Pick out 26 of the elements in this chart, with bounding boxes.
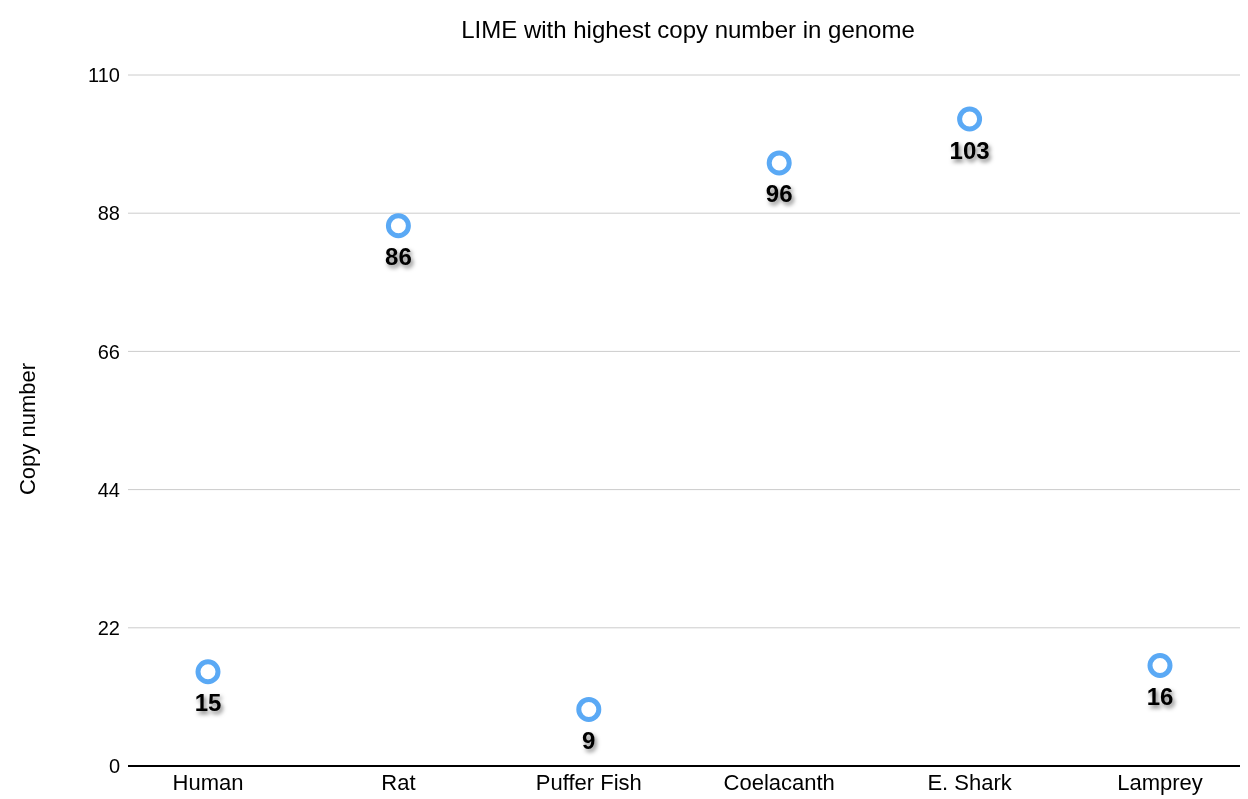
point bbox=[576, 696, 602, 722]
x-tick-label: Human bbox=[172, 769, 244, 795]
chart-title: LIME with highest copy number in genome bbox=[460, 16, 916, 44]
point bbox=[766, 150, 792, 176]
point bbox=[957, 106, 983, 132]
y-tick-label: 88 bbox=[97, 202, 120, 225]
y-tick-label: 110 bbox=[88, 64, 120, 87]
data-label: 16 bbox=[1146, 683, 1174, 711]
y-tick-label: 0 bbox=[108, 755, 120, 778]
data-label: 15 bbox=[194, 689, 222, 717]
x-tick-label: E. Shark bbox=[927, 769, 1013, 795]
x-tick-label: Rat bbox=[381, 769, 416, 795]
data-label: 86 bbox=[385, 243, 412, 271]
x-tick-label: Coelacanth bbox=[723, 769, 835, 795]
point bbox=[195, 659, 221, 685]
data-label: 103 bbox=[949, 136, 990, 164]
data-label: 96 bbox=[765, 180, 793, 208]
y-axis-title: Copy number bbox=[15, 362, 41, 496]
point bbox=[385, 213, 411, 239]
y-tick-label: 44 bbox=[97, 478, 120, 501]
point bbox=[1147, 652, 1173, 678]
x-tick-label: Lamprey bbox=[1117, 769, 1203, 795]
y-tick-label: 22 bbox=[97, 616, 120, 639]
data-label: 9 bbox=[582, 727, 596, 755]
y-tick-label: 66 bbox=[97, 340, 120, 363]
x-tick-label: Puffer Fish bbox=[535, 769, 642, 795]
